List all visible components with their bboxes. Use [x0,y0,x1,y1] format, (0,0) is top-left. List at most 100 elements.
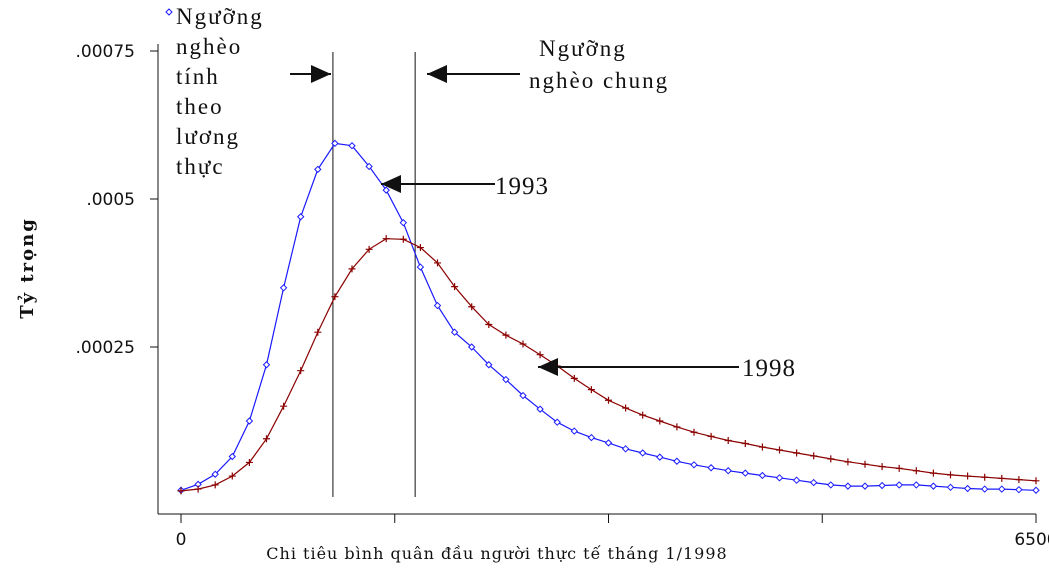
data-point-1998 [245,458,253,466]
data-point-1998 [981,473,989,481]
data-point-1998 [776,446,783,454]
data-point-1998 [741,439,749,447]
data-point-1998 [348,265,356,273]
data-point-1998 [929,469,937,477]
data-point-1993 [279,284,288,292]
data-point-1998 [314,328,322,336]
data-point-1998 [947,471,954,479]
data-point-1993 [536,405,544,413]
data-point-1993 [673,457,681,465]
data-point-1998 [502,331,510,339]
annotation-food-poverty-line: thực [176,154,225,179]
data-point-1993 [895,481,903,489]
data-point-1993 [656,453,664,461]
data-point-1998 [587,386,595,394]
arrow-1998-head [538,358,558,376]
data-point-1998 [331,293,339,301]
data-point-1998 [878,463,886,471]
data-point-1993 [741,469,750,477]
data-point-1993 [827,481,835,489]
data-point-1993 [638,449,647,457]
data-point-1998 [382,235,390,243]
data-point-1993 [587,433,596,442]
data-point-1998 [416,244,424,252]
x-axis-title: Chi tiêu bình quân đầu người thực tế thá… [266,544,727,563]
data-point-1993 [416,263,425,271]
data-point-1998 [827,455,835,463]
series-line-1998 [180,238,1037,492]
data-point-1998 [399,235,407,243]
data-point-1998 [605,396,612,404]
data-point-1993 [348,142,356,150]
annotation-1993: 1993 [495,173,549,200]
data-point-1993 [262,361,271,369]
x-tick-label: 0 [176,530,187,550]
data-point-1993 [758,471,767,480]
annotation-general-poverty-line: Ngưỡng [539,36,627,61]
data-point-1998 [1032,477,1040,485]
data-point-1993 [485,361,493,369]
data-point-1998 [536,351,544,359]
data-point-1993 [980,485,989,493]
data-point-1993 [998,485,1006,493]
data-point-1998 [280,402,288,410]
data-point-1993 [878,481,886,490]
data-point-1993 [228,452,237,461]
data-point-1998 [707,432,715,440]
data-point-1993 [844,482,852,490]
data-point-1993 [467,343,476,351]
data-point-1993 [553,418,561,426]
legend-diamond-marker [165,8,173,16]
data-point-1998 [485,321,493,329]
data-point-1998 [1015,476,1023,484]
data-point-1993 [861,482,869,490]
data-point-1998 [793,449,801,457]
data-point-1993 [792,476,801,484]
data-point-1993 [519,391,527,400]
annotation-food-poverty-line: lương [176,124,240,149]
data-point-1998 [194,485,202,493]
data-point-1993 [570,427,579,435]
data-point-1998 [912,467,920,475]
arrow-food-poverty-head [311,65,331,83]
series-line-1993 [180,142,1037,491]
data-point-1993 [690,461,698,469]
annotation-food-poverty-line: theo [176,94,224,119]
y-tick-label: .00025 [76,338,135,358]
data-point-1998 [451,283,459,291]
data-point-1998 [263,435,270,443]
data-point-1993 [296,213,305,221]
data-point-1993 [382,186,390,194]
data-point-1993 [245,417,254,425]
data-point-1998 [519,340,527,348]
annotation-1998: 1998 [742,355,796,382]
data-point-1998 [211,481,219,489]
data-point-1993 [1015,485,1023,494]
annotation-food-poverty-line: Ngưỡng [176,4,264,29]
data-point-1998 [297,367,305,375]
data-point-1998 [964,472,972,480]
data-point-1998 [639,411,647,419]
data-point-1993 [604,439,613,447]
data-point-1993 [929,482,938,490]
y-tick-label: .00075 [76,42,135,62]
data-point-1998 [468,303,476,311]
annotation-food-poverty-line: tính [176,64,220,89]
data-point-1993 [912,481,921,489]
data-point-1998 [724,437,732,445]
annotation-food-poverty-line: nghèo [176,34,242,59]
data-point-1998 [810,452,818,460]
data-point-1998 [656,417,664,425]
data-point-1998 [228,472,236,480]
data-point-1993 [621,445,630,453]
data-point-1993 [963,484,972,493]
data-point-1998 [570,374,578,382]
data-point-1998 [365,245,373,253]
data-point-1993 [365,162,373,171]
data-point-1998 [434,259,441,267]
data-point-1998 [895,464,903,472]
data-point-1993 [775,474,784,482]
data-point-1993 [809,478,818,487]
